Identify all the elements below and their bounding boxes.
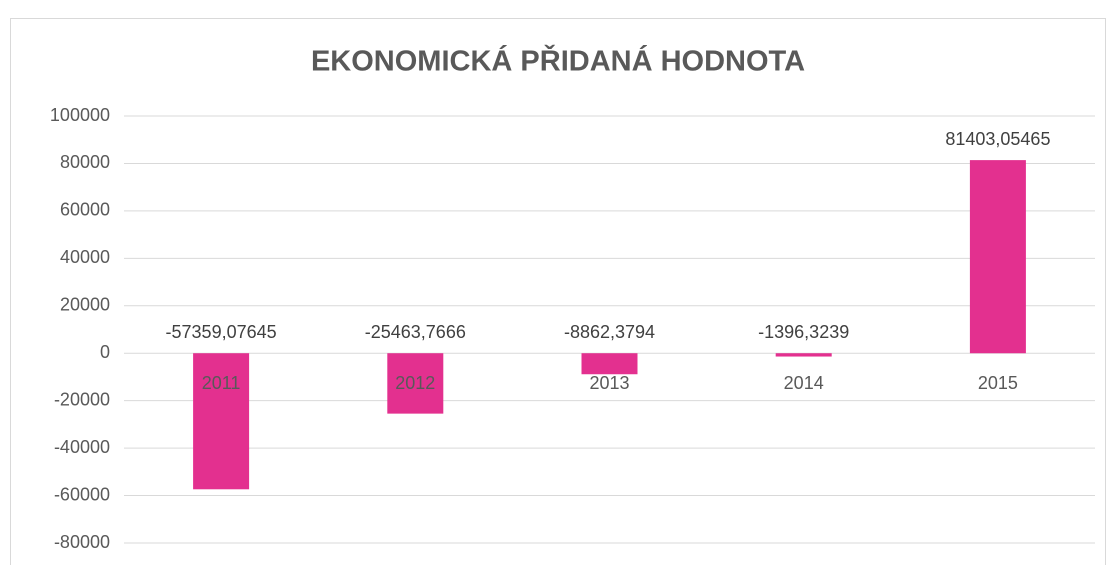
y-tick-label: 40000: [60, 247, 110, 267]
y-tick-label: 0: [100, 342, 110, 362]
y-tick-label: -80000: [54, 532, 110, 552]
bar: [387, 353, 444, 414]
chart-frame: [10, 18, 1106, 565]
data-label: -8862,3794: [564, 322, 655, 342]
y-tick-label: -60000: [54, 484, 110, 504]
y-tick-label: 80000: [60, 152, 110, 172]
data-label: -1396,3239: [758, 322, 849, 342]
bar: [193, 353, 250, 490]
y-tick-label: -20000: [54, 389, 110, 409]
x-tick-label: 2013: [589, 373, 629, 393]
y-tick-label: 60000: [60, 200, 110, 220]
chart-title: EKONOMICKÁ PŘIDANÁ HODNOTA: [311, 44, 805, 78]
x-tick-label: 2011: [202, 373, 241, 393]
x-tick-label: 2014: [784, 373, 824, 393]
y-tick-label: 20000: [60, 295, 110, 315]
x-tick-label: 2015: [978, 373, 1018, 393]
bar: [581, 353, 638, 375]
bar: [775, 353, 832, 357]
data-label: 81403,05465: [945, 129, 1050, 149]
x-tick-label: 2012: [395, 373, 435, 393]
data-label: -57359,07645: [166, 322, 277, 342]
y-tick-label: -40000: [54, 437, 110, 457]
data-label: -25463,7666: [365, 322, 466, 342]
bar: [969, 160, 1026, 354]
y-tick-label: 100000: [50, 105, 110, 125]
